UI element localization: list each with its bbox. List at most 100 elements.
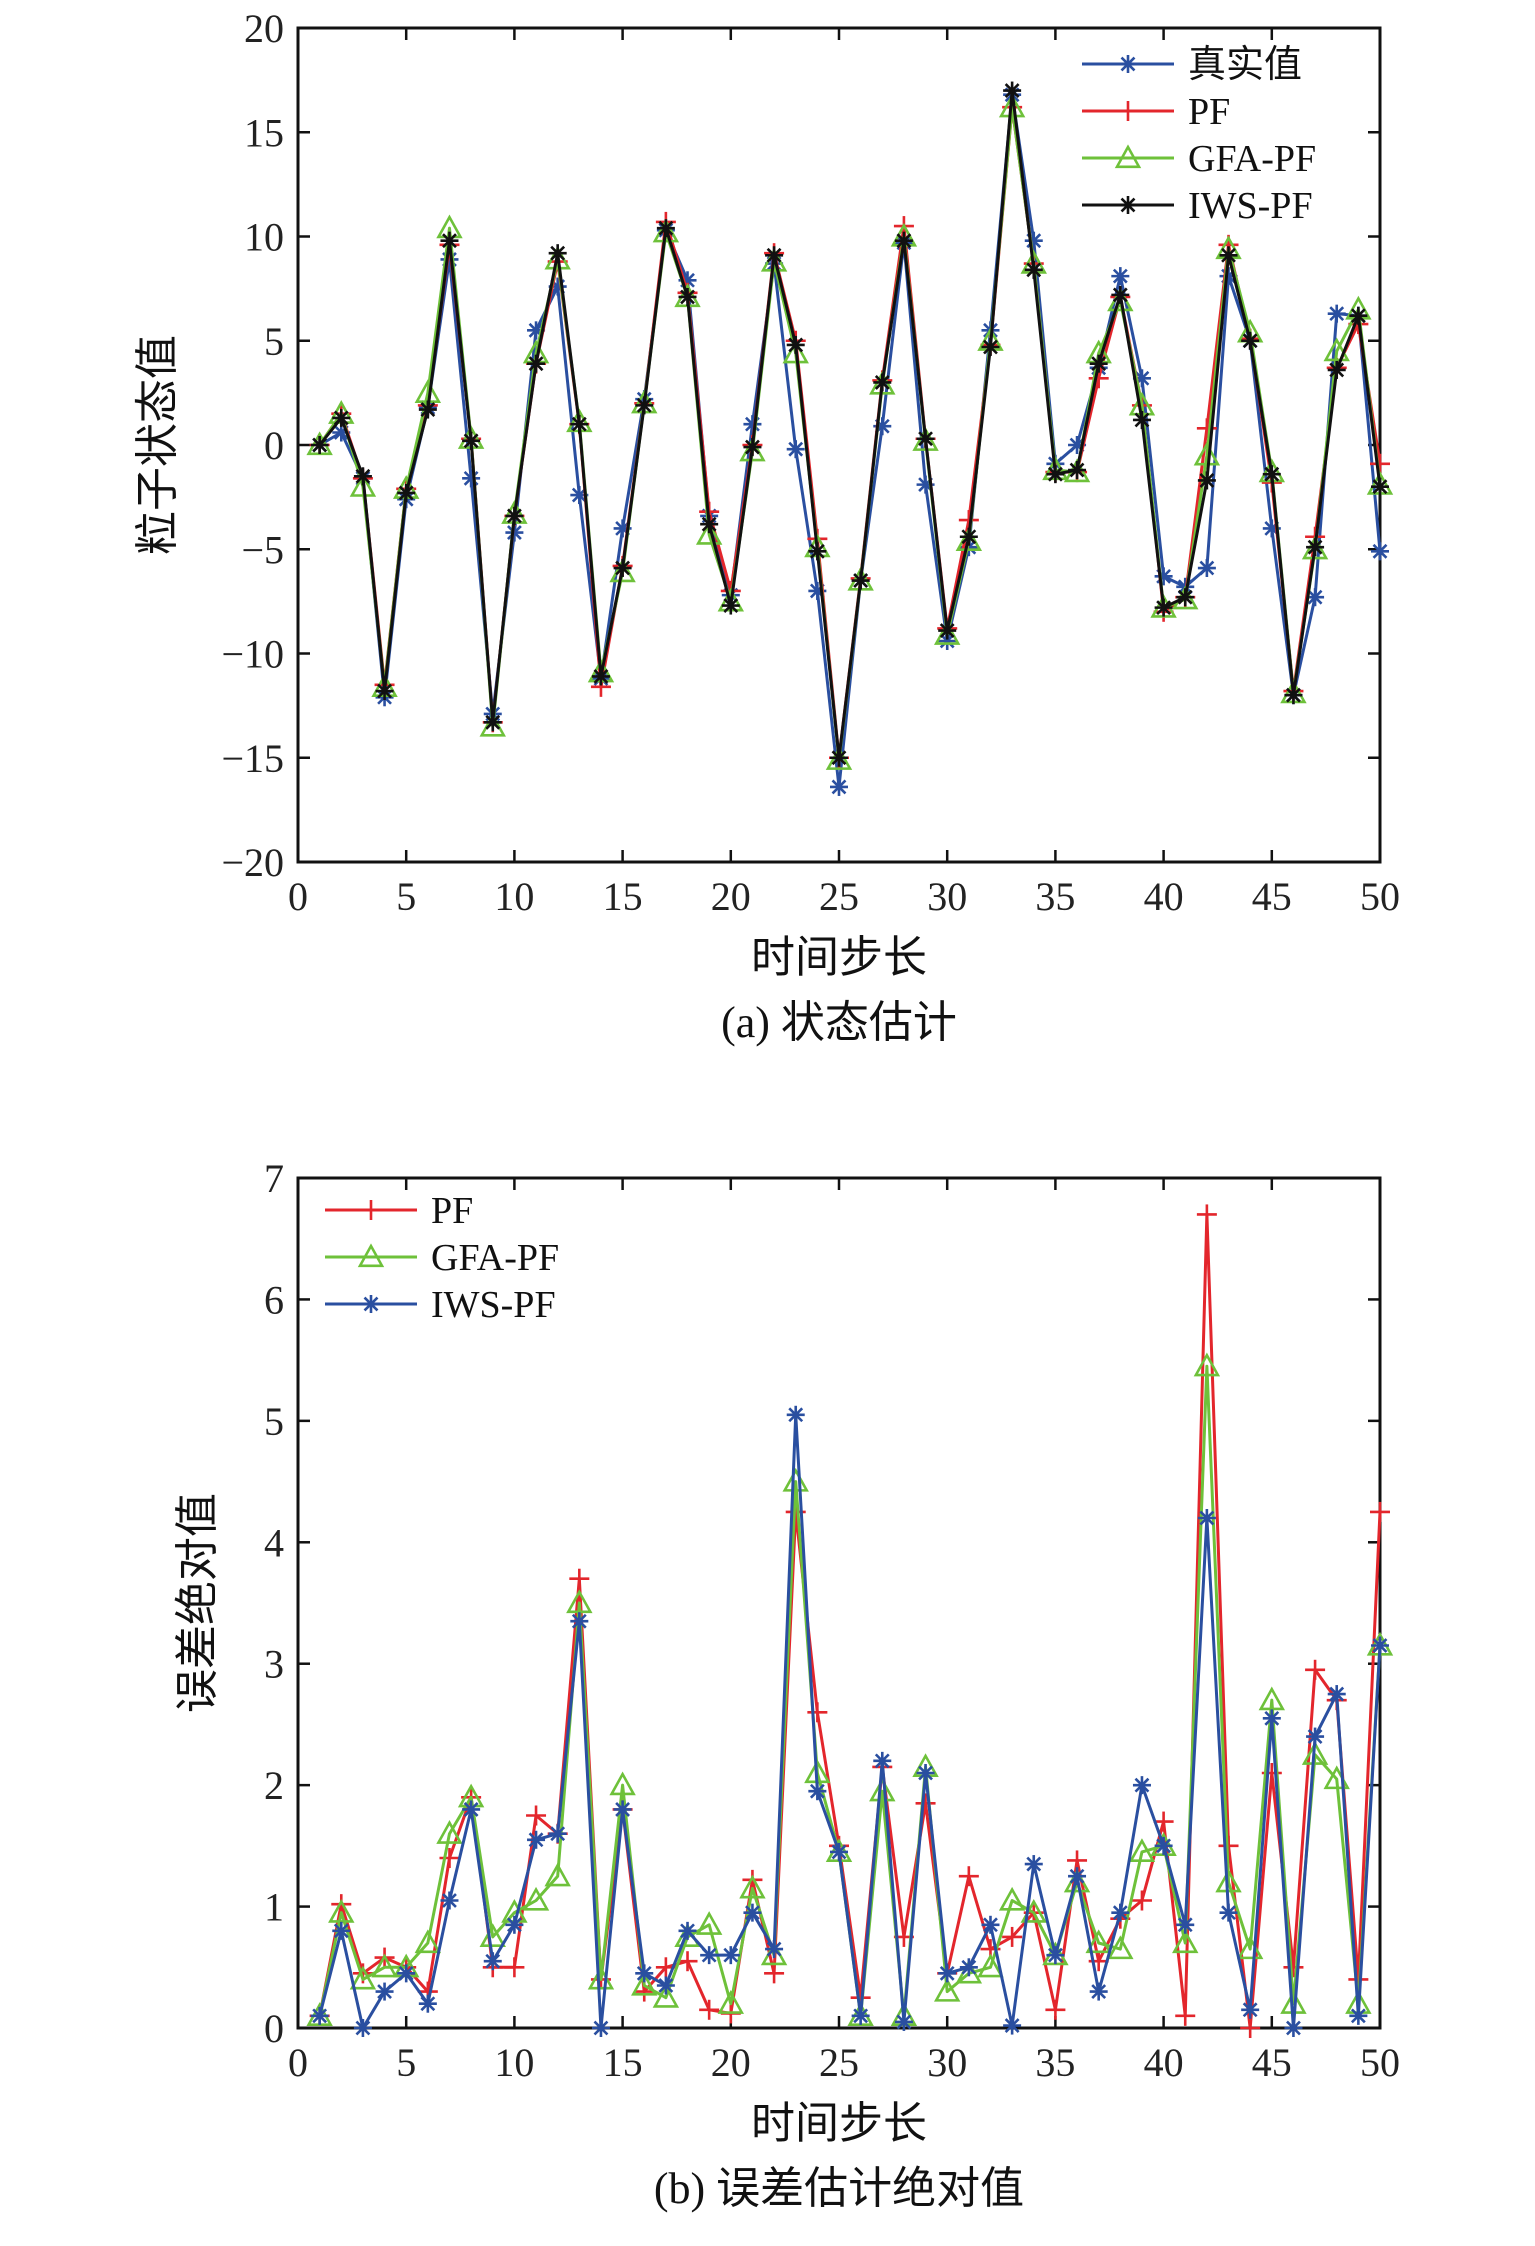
y-tick-label: −10	[221, 632, 284, 677]
data-point	[397, 483, 416, 502]
data-point	[873, 373, 892, 392]
data-point	[1219, 246, 1238, 265]
data-point	[1111, 1903, 1130, 1922]
data-point	[310, 436, 329, 454]
data-point	[1258, 1686, 1286, 1711]
data-point	[1262, 465, 1281, 484]
data-point	[1131, 1890, 1152, 1911]
data-point	[1284, 686, 1303, 705]
legend-marker	[1118, 101, 1138, 121]
data-point	[916, 429, 935, 448]
data-point	[1176, 588, 1195, 607]
data-point	[483, 1952, 502, 1971]
data-point	[1241, 331, 1260, 350]
data-point	[1132, 1776, 1151, 1795]
data-point	[1024, 1855, 1043, 1874]
data-point	[1197, 559, 1216, 578]
data-point	[591, 667, 610, 686]
data-point	[830, 1842, 848, 1861]
data-point	[1193, 441, 1221, 466]
data-point	[873, 1751, 892, 1770]
data-point	[635, 1964, 654, 1983]
y-tick-label: 2	[264, 1763, 284, 1808]
data-point	[1175, 2005, 1196, 2026]
data-point	[570, 415, 589, 434]
data-point	[1002, 1926, 1023, 1947]
data-point	[786, 335, 805, 354]
data-point	[440, 231, 459, 250]
data-point	[1045, 1999, 1066, 2020]
legend-label: PF	[431, 1190, 473, 1232]
data-point	[479, 712, 506, 737]
legend-item: GFA-PF	[1082, 138, 1316, 180]
data-point	[527, 1830, 546, 1849]
data-point	[544, 1862, 571, 1887]
data-point	[1327, 304, 1346, 323]
legend-marker	[1119, 55, 1137, 73]
series-line	[318, 1413, 1382, 2030]
data-point	[894, 2012, 913, 2031]
data-point	[739, 1874, 766, 1899]
data-point	[1153, 1811, 1174, 1832]
data-point	[1154, 567, 1173, 586]
data-point	[635, 396, 654, 415]
y-tick-label: −20	[221, 840, 284, 885]
data-point	[570, 1612, 589, 1631]
data-point	[1085, 1929, 1112, 1954]
data-point	[375, 1982, 394, 2001]
y-axis-label: 误差绝对值	[173, 1493, 222, 1713]
data-point	[765, 1940, 784, 1959]
data-point	[717, 1990, 745, 2014]
data-point	[764, 1963, 785, 1984]
data-point	[1306, 588, 1325, 607]
data-point	[1068, 461, 1087, 480]
data-point	[1371, 477, 1389, 496]
data-point	[418, 400, 437, 419]
data-point	[808, 542, 827, 561]
x-tick-label: 45	[1252, 2040, 1292, 2085]
y-tick-label: 5	[264, 319, 284, 364]
data-point	[938, 621, 957, 640]
data-point	[652, 218, 680, 243]
data-point	[955, 527, 983, 552]
data-point	[569, 1568, 590, 1589]
data-point	[958, 1866, 979, 1887]
data-point	[479, 1923, 506, 1948]
data-point	[1024, 260, 1043, 279]
data-point	[483, 713, 502, 732]
data-point	[1068, 1867, 1087, 1886]
data-point	[397, 1964, 416, 1983]
legend-label: IWS-PF	[1188, 185, 1313, 227]
data-point	[1111, 267, 1130, 286]
legend-label: PF	[1188, 91, 1230, 133]
y-tick-label: 0	[264, 423, 284, 468]
data-point	[1327, 1685, 1346, 1704]
data-point	[1306, 538, 1325, 557]
data-point	[1132, 410, 1151, 429]
y-tick-label: 4	[264, 1520, 284, 1565]
y-tick-label: −5	[241, 527, 284, 572]
data-point	[1323, 337, 1350, 362]
data-point	[656, 219, 675, 238]
data-point	[1240, 2018, 1261, 2038]
data-point	[743, 438, 762, 457]
y-tick-label: 10	[244, 215, 284, 260]
data-point	[695, 1911, 723, 1935]
legend-marker	[361, 1200, 381, 1220]
data-point	[1301, 1741, 1329, 1765]
data-point	[1196, 1204, 1217, 1225]
legend-marker	[1114, 144, 1142, 169]
data-point	[739, 437, 766, 462]
data-point	[566, 1589, 593, 1614]
data-point	[1370, 1501, 1390, 1522]
data-point	[440, 1891, 459, 1910]
data-point	[505, 506, 524, 525]
x-tick-label: 5	[396, 874, 416, 919]
series-line	[318, 1212, 1382, 2030]
data-point	[1197, 1509, 1216, 1527]
data-point	[998, 1886, 1026, 1911]
data-point	[1327, 360, 1346, 379]
x-tick-label: 10	[494, 2040, 534, 2085]
data-point	[462, 1800, 481, 1819]
data-point	[916, 1764, 935, 1782]
